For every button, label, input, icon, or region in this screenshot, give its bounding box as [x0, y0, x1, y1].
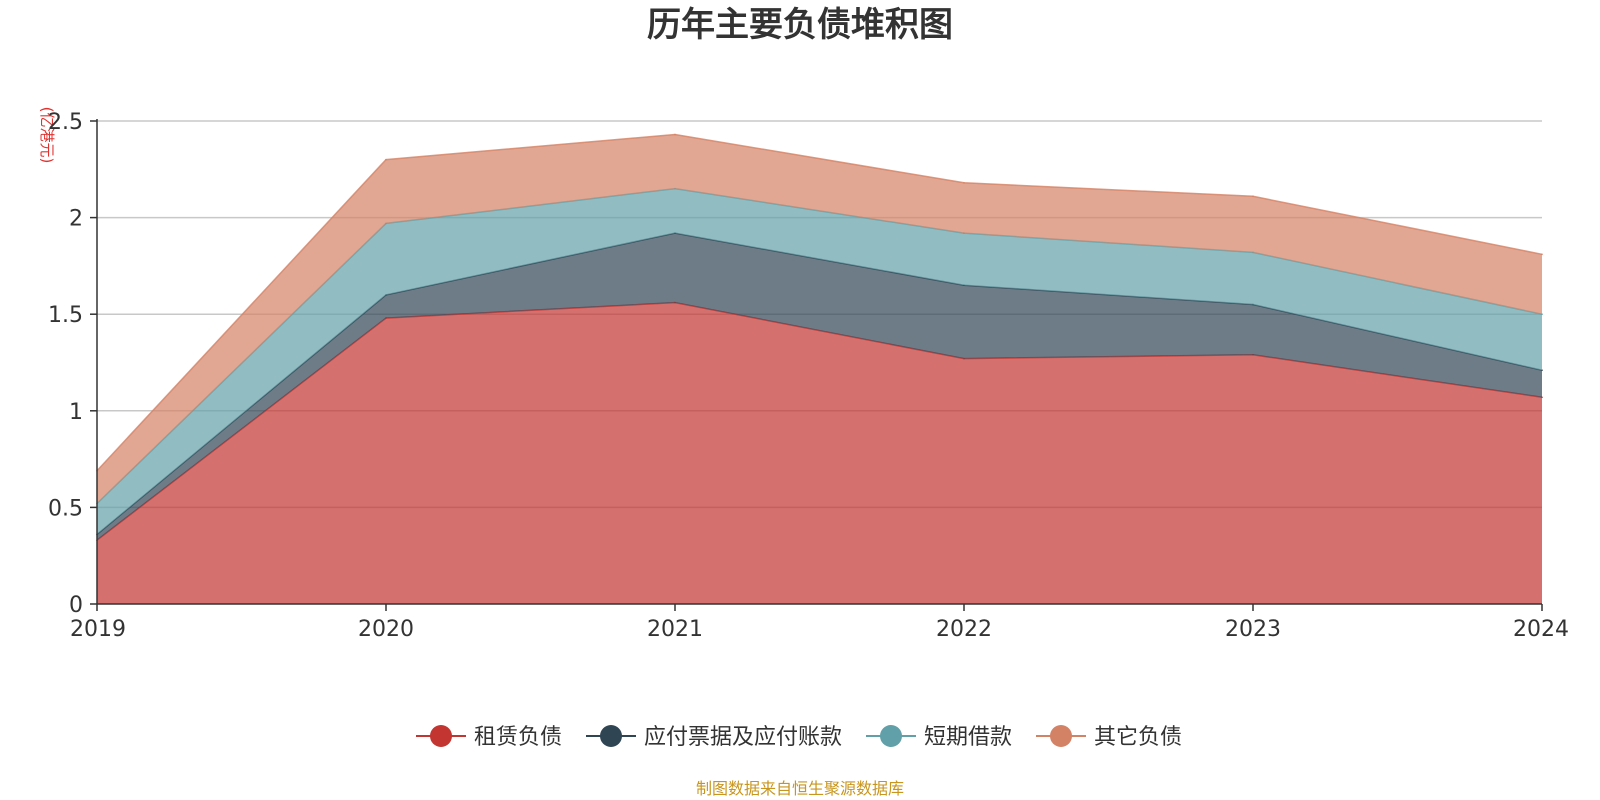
legend-label-0: 租赁负债: [474, 725, 562, 750]
area-series-1: [97, 233, 1542, 541]
legend-marker-0: [430, 725, 452, 747]
y-tick-label-3: 1.5: [48, 303, 83, 328]
legend-label-3: 其它负债: [1094, 725, 1182, 750]
legend-label-2: 短期借款: [924, 725, 1012, 750]
y-tick-label-5: 2.5: [48, 110, 83, 135]
legend-marker-3: [1050, 725, 1072, 747]
x-tick-label-1: 2020: [358, 617, 414, 642]
legend-item-0[interactable]: 租赁负债: [416, 725, 562, 750]
legend-marker-1: [600, 725, 622, 747]
x-tick-label-3: 2022: [936, 617, 992, 642]
point-3-2: [674, 133, 676, 136]
area-series: [96, 133, 1543, 604]
legend-item-2[interactable]: 短期借款: [866, 725, 1012, 750]
y-tick-label-2: 1: [69, 400, 83, 425]
point-3-1: [385, 158, 387, 161]
data-source-note: 制图数据来自恒生聚源数据库: [696, 779, 904, 798]
legend-marker-2: [880, 725, 902, 747]
y-tick-label-0: 0: [69, 593, 83, 618]
y-axis-unit-label: (亿港元): [38, 107, 56, 164]
point-3-5: [1541, 253, 1543, 256]
area-series-0: [97, 302, 1542, 604]
legend-item-3[interactable]: 其它负债: [1036, 725, 1182, 750]
x-tick-label-5: 2024: [1513, 617, 1569, 642]
legend-item-1[interactable]: 应付票据及应付账款: [586, 725, 842, 750]
area-series-2: [97, 188, 1542, 535]
x-tick-label-2: 2021: [647, 617, 703, 642]
series-line-3: [96, 133, 1543, 472]
legend-label-1: 应付票据及应付账款: [644, 725, 842, 750]
y-tick-label-1: 0.5: [48, 496, 83, 521]
x-tick-label-4: 2023: [1225, 617, 1281, 642]
area-series-3: [97, 134, 1542, 504]
chart-title: 历年主要负债堆积图: [647, 5, 953, 45]
x-tick-label-0: 2019: [70, 617, 126, 642]
point-3-4: [1252, 195, 1254, 198]
legend[interactable]: 租赁负债 应付票据及应付账款 短期借款 其它负债: [416, 725, 1182, 750]
point-3-3: [963, 182, 965, 184]
axes: 0 0.5 1 1.5 2 2.5 2019 2020 2021 2022 2023 2024: [48, 110, 1569, 642]
y-tick-label-4: 2: [69, 207, 83, 232]
